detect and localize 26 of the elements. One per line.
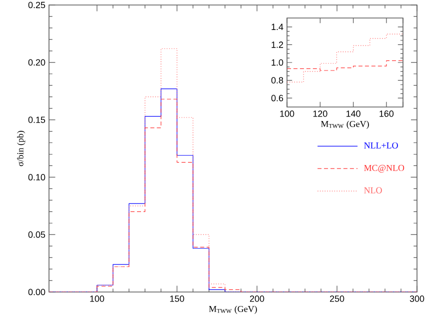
y-tick-label: 0.20 <box>28 59 46 66</box>
legend-label: MC@NLO <box>364 164 404 173</box>
y-tick-label: 0.05 <box>28 231 46 238</box>
y-axis-title: σ/bin (pb) <box>17 130 26 166</box>
y-tick-label: 0.6 <box>271 94 284 102</box>
x-tick-label: 200 <box>250 296 264 302</box>
x-tick-label: 160 <box>380 110 394 117</box>
x-axis-title: M$_{TWW}$ (GeV) <box>320 120 369 129</box>
y-tick-label: 1.2 <box>272 42 284 48</box>
x-tick-label: 120 <box>313 110 328 117</box>
x-tick-label: 250 <box>330 296 344 302</box>
y-tick-label: 0.25 <box>28 2 46 8</box>
y-tick-label: 0.10 <box>28 174 46 180</box>
x-axis-title: M$_{TWW}$ (GeV) <box>208 306 257 314</box>
legend-label: NLO <box>364 187 382 194</box>
x-tick-label: 300 <box>410 296 424 302</box>
y-tick-label: 0.15 <box>28 116 46 123</box>
x-tick-label: 100 <box>280 110 294 117</box>
y-tick-label: 0.00 <box>28 288 46 296</box>
legend-label: NLL+LO <box>364 142 398 148</box>
x-tick-label: 150 <box>170 296 184 302</box>
x-tick-label: 140 <box>346 110 360 117</box>
y-tick-label: 1.4 <box>272 24 284 30</box>
y-tick-label: 0.8 <box>271 77 284 84</box>
y-tick-label: 1.0 <box>272 59 284 66</box>
x-tick-label: 100 <box>90 296 104 302</box>
